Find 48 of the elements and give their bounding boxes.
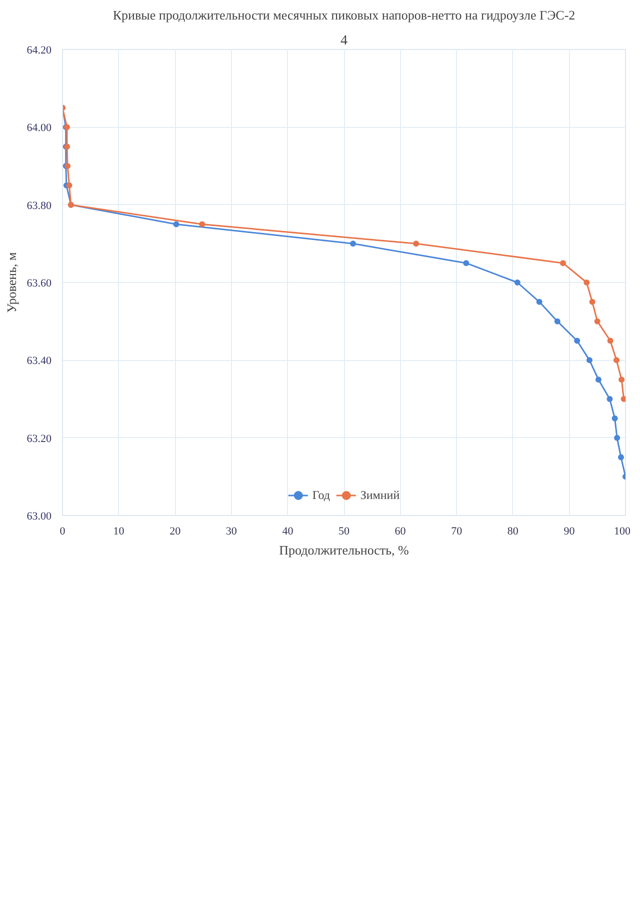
point [173, 221, 180, 228]
x-axis-title: Продолжительность, % [279, 542, 410, 558]
point [514, 280, 520, 286]
point [594, 318, 600, 324]
point [618, 376, 625, 383]
text: 4 [340, 34, 348, 48]
x-tick-label: 90 [564, 526, 576, 538]
point [413, 240, 420, 247]
x-tick-label: 10 [113, 526, 125, 538]
x-tick-label: 50 [338, 526, 350, 538]
point [66, 182, 72, 188]
point [618, 454, 624, 460]
point [589, 298, 596, 305]
point [199, 221, 206, 228]
y-axis-title: Уровень, м [4, 252, 19, 313]
point [620, 396, 626, 402]
x-tick-label: 60 [394, 526, 406, 538]
point [586, 357, 592, 364]
x-tick-label: 70 [451, 526, 463, 538]
x-tick-label: 80 [507, 526, 519, 538]
y-tick-label: 64.20 [26, 44, 52, 56]
point [613, 357, 620, 364]
point [612, 415, 618, 422]
x-tick-label: 30 [226, 526, 238, 538]
point [595, 376, 602, 383]
chart-title: Кривые продолжительности месячных пиковых напоров-нетто на гидроузле ГЭС-2 [112, 8, 576, 22]
y-tick-label: 64.00 [26, 122, 52, 134]
point [560, 260, 566, 266]
y-tick-label: 63.80 [26, 200, 52, 212]
y-tick-label: 63.00 [26, 510, 52, 522]
point [614, 434, 620, 441]
y-tick-label: 63.60 [26, 278, 52, 290]
legend-label: Год [312, 488, 331, 502]
point [606, 396, 613, 402]
point [350, 240, 356, 247]
y-tick-label: 63.40 [26, 355, 52, 368]
point [607, 338, 614, 344]
x-tick-label: 40 [282, 526, 294, 538]
point [463, 260, 470, 266]
x-tick-label: 0 [60, 526, 66, 538]
point [584, 280, 590, 286]
point [574, 338, 580, 344]
x-tick-label: 100 [614, 526, 631, 538]
x-tick-label: 20 [170, 526, 182, 538]
y-tick-label: 63.20 [26, 432, 52, 445]
point [536, 298, 542, 305]
point [554, 318, 560, 324]
legend-label: Зимний [360, 488, 400, 502]
